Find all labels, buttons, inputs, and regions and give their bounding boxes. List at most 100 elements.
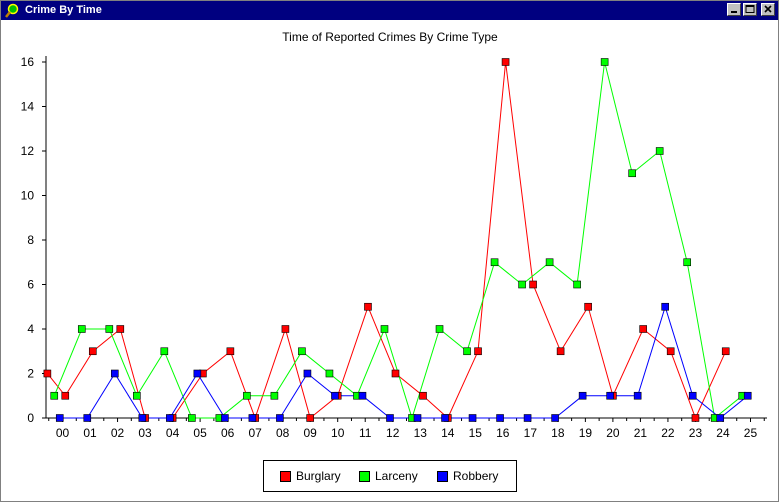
data-point-robbery xyxy=(138,414,147,422)
data-point-burglary xyxy=(639,325,647,333)
x-tick-label: 12 xyxy=(386,426,400,440)
data-point-robbery xyxy=(221,414,229,422)
title-bar[interactable]: Crime By Time xyxy=(1,1,778,20)
data-point-burglary xyxy=(691,414,700,422)
line-chart: Time of Reported Crimes By Crime Type 02… xyxy=(21,30,767,440)
data-point-robbery xyxy=(578,391,587,400)
data-point-burglary xyxy=(391,369,400,378)
data-point-burglary xyxy=(501,58,510,66)
data-point-burglary xyxy=(364,302,372,311)
data-point-burglary xyxy=(43,369,52,378)
data-point-larceny xyxy=(573,280,581,289)
data-point-larceny xyxy=(380,325,389,333)
data-point-larceny xyxy=(160,347,169,356)
y-tick-label: 14 xyxy=(21,100,35,114)
data-point-larceny xyxy=(545,258,554,267)
minimize-button[interactable] xyxy=(727,3,741,16)
data-point-robbery xyxy=(303,369,312,378)
legend-swatch-robbery xyxy=(437,471,448,482)
series-line-robbery xyxy=(59,305,749,419)
data-point-burglary xyxy=(419,391,427,400)
x-tick-label: 20 xyxy=(606,426,620,440)
data-point-larceny xyxy=(628,169,636,178)
x-tick-label: 13 xyxy=(414,426,428,440)
data-point-robbery xyxy=(248,414,257,422)
data-point-burglary xyxy=(721,347,730,356)
data-point-larceny xyxy=(298,347,306,356)
x-tick-label: 22 xyxy=(661,426,675,440)
x-tick-label: 00 xyxy=(56,426,70,440)
data-point-robbery xyxy=(551,414,559,422)
y-tick-label: 12 xyxy=(21,144,35,158)
legend-label-burglary: Burglary xyxy=(296,469,341,483)
x-tick-label: 06 xyxy=(221,426,235,440)
x-tick-label: 25 xyxy=(744,426,758,440)
data-point-larceny xyxy=(435,325,444,333)
data-point-larceny xyxy=(77,325,86,333)
series-line-larceny xyxy=(53,61,743,420)
close-icon xyxy=(764,5,772,13)
data-point-burglary xyxy=(666,347,675,356)
x-tick-label: 05 xyxy=(193,426,207,440)
y-tick-label: 2 xyxy=(27,367,34,381)
data-point-robbery xyxy=(633,391,642,400)
x-tick-label: 10 xyxy=(331,426,345,440)
data-point-larceny xyxy=(325,369,334,378)
maximize-button[interactable] xyxy=(743,3,757,16)
x-tick-label: 09 xyxy=(304,426,318,440)
x-tick-label: 17 xyxy=(524,426,538,440)
data-point-robbery xyxy=(386,414,394,422)
x-tick-label: 11 xyxy=(359,426,372,440)
data-point-robbery xyxy=(688,391,697,400)
data-point-robbery xyxy=(358,391,367,400)
legend-swatch-burglary xyxy=(280,471,291,482)
x-tick-label: 04 xyxy=(166,426,180,440)
data-point-larceny xyxy=(655,147,664,155)
data-point-larceny xyxy=(683,258,691,267)
x-tick-label: 08 xyxy=(276,426,290,440)
series-line-burglary xyxy=(47,61,727,420)
x-tick-label: 02 xyxy=(111,426,125,440)
x-tick-label: 21 xyxy=(634,426,648,440)
y-tick-label: 4 xyxy=(27,322,34,336)
data-point-burglary xyxy=(529,280,537,289)
x-tick-label: 16 xyxy=(496,426,510,440)
data-point-robbery xyxy=(83,414,92,422)
data-point-burglary xyxy=(88,347,97,356)
maximize-icon xyxy=(745,5,755,13)
minimize-icon xyxy=(731,11,737,13)
data-point-burglary xyxy=(61,391,70,400)
data-point-robbery xyxy=(661,302,669,311)
data-point-larceny xyxy=(463,347,471,356)
data-point-robbery xyxy=(716,414,725,422)
data-point-burglary xyxy=(584,302,592,311)
x-tick-label: 07 xyxy=(248,426,262,440)
data-point-robbery xyxy=(523,414,532,422)
data-point-larceny xyxy=(518,280,526,289)
x-tick-label: 15 xyxy=(469,426,483,440)
x-tick-label: 19 xyxy=(579,426,593,440)
data-point-robbery xyxy=(413,414,422,422)
y-tick-label: 8 xyxy=(27,233,34,247)
y-tick-label: 6 xyxy=(27,278,34,292)
data-point-robbery xyxy=(166,414,174,422)
data-point-larceny xyxy=(105,325,114,333)
legend-swatch-larceny xyxy=(359,471,370,482)
data-point-robbery xyxy=(606,391,614,400)
series-layer xyxy=(43,58,752,422)
x-tick-label: 24 xyxy=(716,426,730,440)
data-point-burglary xyxy=(306,414,314,422)
data-point-robbery xyxy=(496,414,504,422)
data-point-burglary xyxy=(474,347,482,356)
close-button[interactable] xyxy=(761,3,775,16)
magnifier-icon xyxy=(5,3,19,18)
data-point-larceny xyxy=(133,391,141,400)
y-tick-label: 0 xyxy=(27,411,34,425)
data-point-robbery xyxy=(193,369,202,378)
data-point-robbery xyxy=(331,391,339,400)
window-title: Crime By Time xyxy=(25,4,102,16)
data-point-burglary xyxy=(556,347,565,356)
data-point-larceny xyxy=(243,391,251,400)
legend: Burglary Larceny Robbery xyxy=(263,460,517,492)
